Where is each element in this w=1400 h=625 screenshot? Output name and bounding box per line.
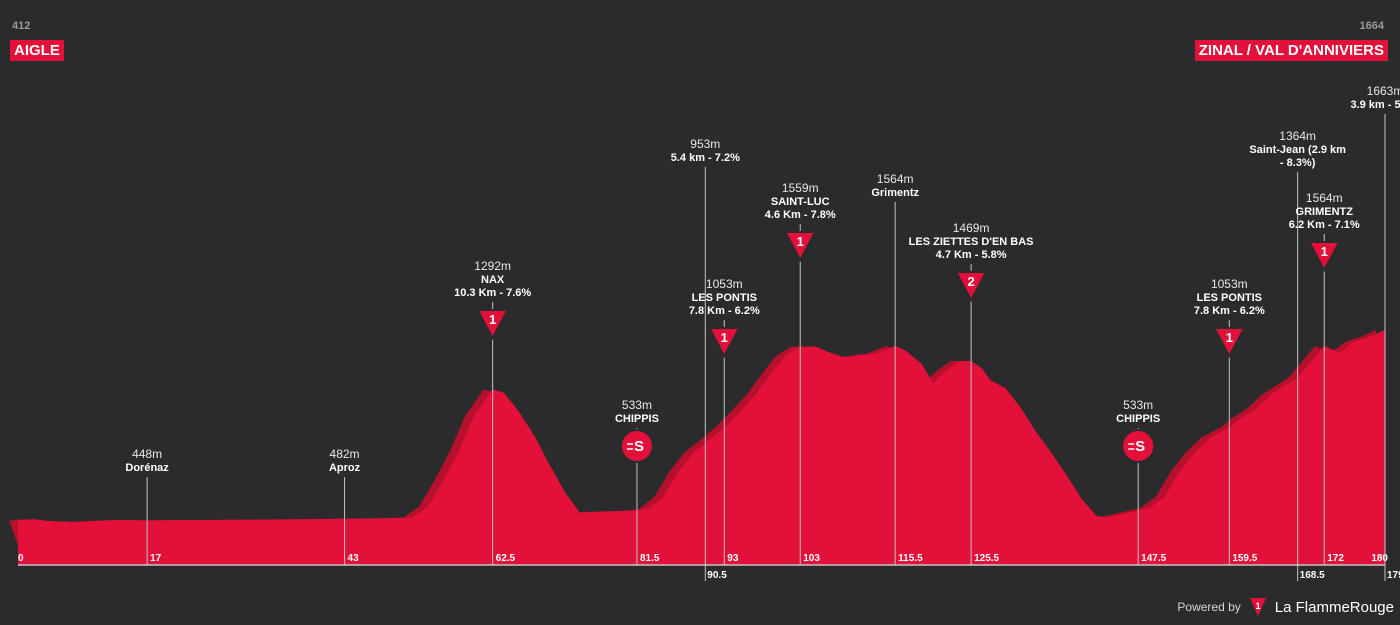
climb-category-icon: [1307, 241, 1341, 273]
point-detail: 4.6 Km - 7.8%: [765, 209, 836, 221]
footer: Powered by 1 La FlammeRouge: [1177, 597, 1394, 617]
point-elevation: 1469m: [953, 221, 990, 235]
start-altitude: 412: [12, 20, 31, 32]
sprint-icon-glyph: S: [634, 438, 644, 455]
point-elevation: 448m: [132, 447, 162, 461]
climb-category-label: 1: [721, 330, 728, 345]
point-elevation: 1559m: [782, 181, 819, 195]
km-label: 168.5: [1300, 570, 1325, 581]
km-label: 103: [803, 553, 820, 564]
point-name: LES ZIETTES D'EN BAS: [909, 236, 1034, 248]
point-detail: 10.3 Km - 7.6%: [454, 287, 531, 299]
climb-category-icon: [783, 231, 817, 263]
km-label: 180: [1371, 553, 1388, 564]
km-label: 81.5: [640, 553, 660, 564]
point-elevation: 533m: [622, 398, 652, 412]
sprint-icon: [1121, 429, 1156, 463]
point-name: SAINT-LUC: [771, 196, 830, 208]
km-label: 43: [348, 553, 360, 564]
km-label: 159.5: [1232, 553, 1257, 564]
point-detail: 6.2 Km - 7.1%: [1289, 219, 1360, 231]
climb-category-label: 1: [489, 312, 496, 327]
point-elevation: 1663m: [1367, 84, 1400, 98]
point-name: GRIMENTZ: [1296, 206, 1354, 218]
point-name: Dorénaz: [125, 462, 169, 474]
km-label: 0: [18, 553, 24, 564]
km-label: 147.5: [1141, 553, 1166, 564]
svg-text:1: 1: [1255, 601, 1260, 611]
point-name: Saint-Jean (2.9 km: [1249, 144, 1346, 156]
climb-category-icon: [707, 327, 741, 359]
point-elevation: 1364m: [1279, 129, 1316, 143]
point-detail: 5.4 km - 7.2%: [671, 152, 740, 164]
climb-category-label: 2: [967, 274, 974, 289]
climb-category-icon: [954, 271, 988, 303]
climb-category-label: 1: [797, 234, 804, 249]
km-label: 62.5: [496, 553, 516, 564]
profile-base-band: [18, 545, 1385, 565]
point-name: CHIPPIS: [1116, 413, 1160, 425]
point-elevation: 1053m: [706, 277, 743, 291]
point-elevation: 482m: [330, 447, 360, 461]
point-detail: 7.8 Km - 6.2%: [689, 305, 760, 317]
km-label: 93: [727, 553, 739, 564]
point-name: CHIPPIS: [615, 413, 659, 425]
climb-category-label: 1: [1226, 330, 1233, 345]
point-detail: 7.8 Km - 6.2%: [1194, 305, 1265, 317]
km-label: 179: [1387, 570, 1400, 581]
point-elevation: 1053m: [1211, 277, 1248, 291]
powered-by-text: Powered by: [1177, 600, 1241, 614]
profile-area: [18, 330, 1385, 545]
point-name: Grimentz: [871, 187, 919, 199]
point-detail: 3.9 km - 5.2%: [1350, 99, 1400, 111]
sprint-icon: [619, 429, 654, 463]
start-label: AIGLE: [10, 40, 64, 61]
point-name: Aproz: [329, 462, 361, 474]
brand-name: La FlammeRouge: [1274, 598, 1394, 616]
climb-category-icon: [475, 309, 510, 341]
km-label: 172: [1327, 553, 1344, 564]
climb-category-label: 1: [1321, 244, 1328, 259]
point-elevation: 533m: [1123, 398, 1153, 412]
point-elevation: 1564m: [1306, 191, 1343, 205]
sprint-icon-glyph: S: [1135, 438, 1145, 455]
km-label: 125.5: [974, 553, 999, 564]
finish-label: ZINAL / VAL D'ANNIVIERS: [1194, 40, 1388, 61]
finish-altitude: 1664: [1359, 20, 1384, 32]
point-name: - 8.3%): [1280, 157, 1316, 169]
point-name: LES PONTIS: [692, 292, 757, 304]
point-detail: 4.7 Km - 5.8%: [936, 249, 1007, 261]
km-label: 90.5: [707, 570, 727, 581]
point-elevation: 1292m: [474, 259, 511, 273]
point-elevation: 953m: [690, 137, 720, 151]
point-elevation: 1564m: [877, 172, 914, 186]
point-name: NAX: [481, 274, 505, 286]
point-name: LES PONTIS: [1197, 292, 1262, 304]
flamme-rouge-icon: 1: [1249, 598, 1266, 616]
km-label: 115.5: [898, 553, 923, 564]
climb-category-icon: [1212, 327, 1246, 359]
km-label: 17: [150, 553, 162, 564]
